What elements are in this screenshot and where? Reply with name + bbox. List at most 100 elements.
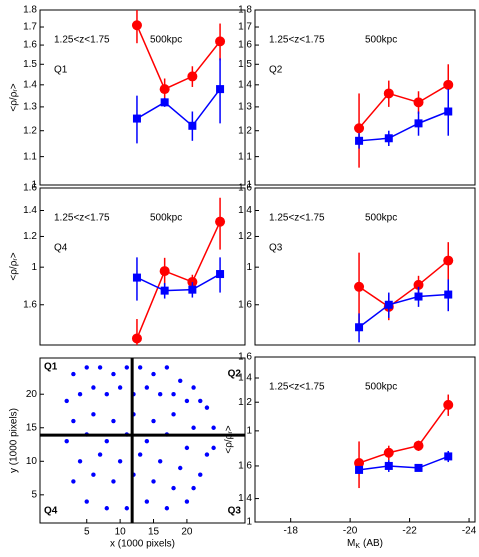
- quadrant-label: Q2: [228, 369, 242, 380]
- scatter-point: [84, 365, 89, 370]
- y-tick-label: 1.2: [238, 125, 252, 136]
- x-tick-label: -22: [402, 526, 417, 537]
- y-tick-label: 1.6: [23, 299, 37, 310]
- series-line: [358, 259, 449, 308]
- data-point: [131, 20, 142, 31]
- y-tick-label: 1.2: [238, 397, 252, 408]
- data-point: [384, 461, 393, 470]
- y-tick-label: 1.6: [23, 40, 37, 51]
- x-tick-label: 10: [115, 527, 127, 538]
- scatter-point: [111, 479, 116, 484]
- y-tick-label: 1.6: [238, 299, 252, 310]
- data-point: [413, 279, 424, 290]
- plot-frame: [39, 9, 246, 186]
- data-point: [216, 270, 225, 279]
- annotation: 1.25<z<1.75: [269, 213, 325, 224]
- x-axis-label: x (1000 pixels): [110, 539, 175, 550]
- x-axis-label: MK (AB): [347, 538, 383, 550]
- y-tick-label: 1.6: [238, 40, 252, 51]
- y-axis-label: <ρ/ρᵣ>: [224, 425, 235, 453]
- plot-frame: [254, 356, 476, 523]
- y-tick-label: 1.3: [23, 102, 37, 113]
- y-tick-label: 1.2: [23, 231, 37, 242]
- y-tick-label: 15: [26, 422, 38, 433]
- y-tick-label: 1.8: [23, 5, 37, 16]
- scatter-point: [64, 398, 69, 404]
- scatter-point: [178, 465, 183, 471]
- scatter-point: [71, 371, 76, 377]
- series-line: [358, 84, 449, 129]
- x-tick-label: 20: [181, 527, 193, 538]
- data-point: [188, 121, 197, 130]
- data-point: [383, 88, 394, 99]
- x-axis-label-main: M: [347, 538, 355, 549]
- plot-frame: [39, 357, 246, 524]
- y-tick-label: 1.4: [238, 79, 252, 90]
- scatter-point: [164, 506, 170, 511]
- data-point: [444, 452, 453, 461]
- scatter-point: [211, 425, 216, 430]
- y-tick-label: 1.1: [238, 151, 252, 162]
- data-point: [354, 458, 365, 469]
- series-line: [358, 110, 449, 142]
- scatter-point: [104, 438, 109, 444]
- scatter-point: [204, 405, 210, 410]
- data-point: [414, 463, 423, 472]
- data-point: [188, 285, 197, 294]
- series-line: [358, 455, 449, 471]
- y-tick-label: 1.4: [23, 205, 37, 216]
- data-point: [443, 399, 454, 410]
- y-tick-label: 1.7: [238, 22, 252, 33]
- scatter-point: [137, 365, 143, 370]
- scatter-point: [191, 385, 196, 390]
- y-tick-label: 1.8: [238, 5, 252, 16]
- x-tick-label: -20: [343, 526, 358, 537]
- annotation: 1.25<z<1.75: [54, 213, 110, 224]
- y-tick-label: 1.4: [238, 205, 252, 216]
- data-point: [384, 300, 393, 309]
- annotation: Q4: [54, 243, 68, 254]
- data-point: [444, 107, 453, 116]
- y-tick-label: 1.6: [23, 183, 37, 194]
- annotation: Q3: [269, 243, 283, 254]
- data-point: [216, 85, 225, 94]
- x-axis-label-unit: (AB): [363, 538, 383, 549]
- data-point: [160, 286, 169, 295]
- scatter-point: [184, 445, 190, 451]
- scatter-point: [117, 385, 123, 390]
- scatter-point: [64, 438, 69, 444]
- scatter-point: [124, 365, 130, 370]
- scatter-point: [164, 365, 170, 370]
- scatter-point: [124, 506, 130, 511]
- scatter-point: [151, 418, 156, 424]
- y-axis-label: y (1000 pixels): [9, 408, 20, 473]
- data-point: [384, 134, 393, 143]
- annotation: Q1: [54, 65, 68, 76]
- plot-frame: [254, 187, 476, 346]
- x-tick-label: -18: [283, 526, 298, 537]
- scatter-point: [144, 385, 150, 390]
- y-tick-label: 1.5: [23, 59, 37, 70]
- data-point: [354, 123, 365, 134]
- data-point: [215, 36, 226, 47]
- y-tick-label: 1: [246, 180, 252, 191]
- scatter-point: [171, 412, 176, 417]
- scatter-point: [104, 392, 109, 397]
- data-point: [355, 465, 364, 474]
- y-tick-label: 1.4: [238, 493, 252, 504]
- annotation: 500kpc: [150, 35, 182, 46]
- scatter-point: [157, 392, 163, 397]
- y-axis-label: <ρ/ρᵣ>: [9, 83, 20, 111]
- data-point: [444, 290, 453, 299]
- data-point: [354, 281, 365, 292]
- annotation: 1.25<z<1.75: [269, 382, 325, 393]
- scatter-point: [77, 459, 83, 464]
- data-point: [159, 84, 170, 95]
- scatter-point: [171, 485, 176, 491]
- scatter-point: [191, 485, 196, 491]
- annotation: 500kpc: [365, 35, 397, 46]
- scatter-point: [178, 378, 183, 384]
- y-tick-label: 1.1: [23, 151, 37, 162]
- data-point: [355, 323, 364, 332]
- y-tick-label: 1.5: [238, 59, 252, 70]
